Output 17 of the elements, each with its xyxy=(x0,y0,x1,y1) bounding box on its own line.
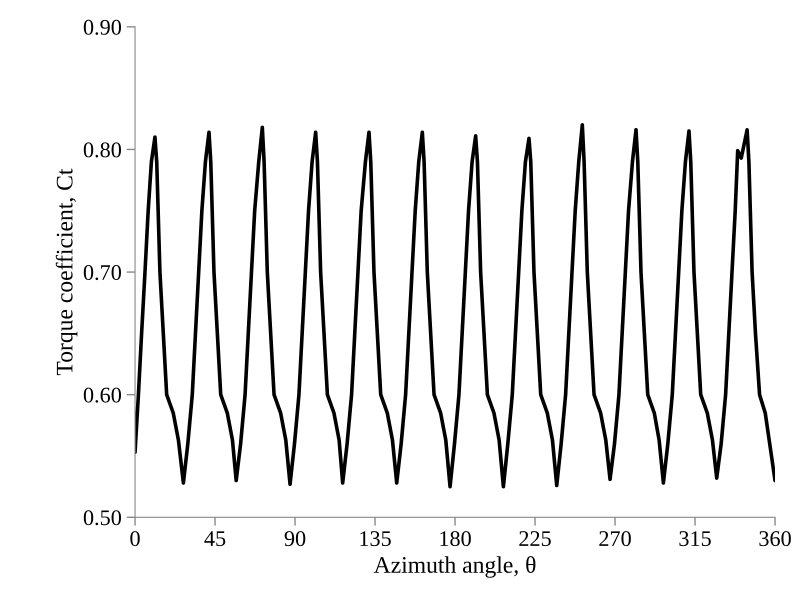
y-tick-label: 0.50 xyxy=(84,510,121,526)
y-tick-label: 0.80 xyxy=(84,142,121,158)
line-series xyxy=(135,123,776,488)
x-axis-title: Azimuth angle, θ xyxy=(374,556,536,578)
x-tick-label: 135 xyxy=(360,531,391,546)
x-tick-label: 315 xyxy=(679,531,711,546)
x-tick-label: 0 xyxy=(130,531,140,546)
x-tick-label: 270 xyxy=(599,531,631,546)
x-tick-label: 360 xyxy=(759,531,791,546)
x-tick-label: 90 xyxy=(284,531,306,546)
y-axis-title: Torque coefficient, Ct xyxy=(56,168,78,376)
y-tick-label: 0.60 xyxy=(84,388,121,403)
x-tick-label: 45 xyxy=(204,531,226,546)
x-tick-label: 180 xyxy=(440,531,471,546)
x-tick-label: 225 xyxy=(519,531,551,546)
y-tick-label: 0.70 xyxy=(84,264,121,280)
y-tick-label: 0.90 xyxy=(84,20,121,35)
